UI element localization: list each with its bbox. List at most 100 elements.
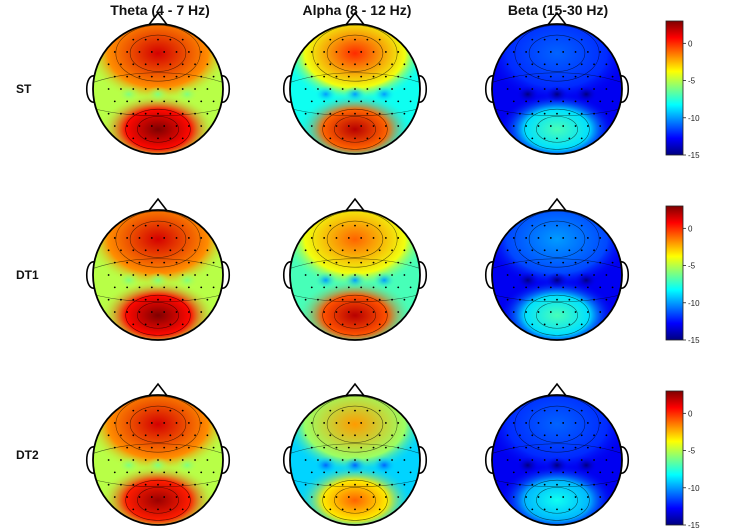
electrode-dot — [310, 100, 313, 103]
electrode-dot — [543, 274, 546, 276]
electrode-dot — [562, 100, 565, 103]
electrode-dot — [304, 249, 307, 252]
electrode-dot — [531, 274, 534, 276]
electrode-dot — [391, 112, 393, 115]
column-title-theta: Theta (4 - 7 Hz) — [110, 2, 210, 18]
nose-outline — [546, 382, 568, 398]
electrode-dot — [126, 100, 129, 103]
electrode-dot — [366, 38, 369, 41]
electrode-dot — [150, 75, 153, 78]
electrode-dot — [304, 274, 307, 276]
electrode-dot — [206, 112, 209, 115]
electrode-dot — [562, 51, 565, 53]
right-ear-outline — [417, 446, 428, 474]
topomap-st-alpha — [282, 11, 428, 155]
electrode-dot — [113, 261, 116, 264]
electrode-dot — [568, 323, 571, 326]
electrode-dot — [317, 434, 319, 437]
electrode-dot — [549, 496, 552, 498]
nose-outline — [344, 382, 366, 398]
contour-line — [334, 116, 376, 143]
electrode-dot — [126, 261, 129, 264]
electrode-dot — [163, 286, 166, 289]
electrode-dot — [397, 422, 400, 424]
electrode-dot — [304, 483, 307, 486]
electrode-dot — [586, 51, 589, 53]
central-peak — [343, 271, 367, 289]
electrode-dot — [347, 496, 350, 498]
electrode-dot — [397, 286, 400, 289]
electrode-dot — [574, 311, 577, 313]
electrode-dot — [580, 249, 583, 252]
electrode-dot — [317, 459, 319, 461]
electrode-dot — [384, 75, 387, 78]
electrode-dot — [150, 311, 153, 313]
row-label-st: ST — [16, 82, 32, 96]
electrode-dot — [144, 274, 147, 276]
electrode-dot — [347, 311, 350, 313]
electrode-dot — [568, 38, 571, 41]
central-peak — [343, 85, 367, 103]
electrode-dot — [531, 88, 534, 90]
electrode-dot — [329, 38, 332, 41]
electrode-dot — [384, 471, 387, 474]
electrode-dot — [593, 63, 595, 66]
electrode-dot — [384, 496, 387, 498]
electrode-dot — [329, 137, 332, 140]
electrode-dot — [163, 261, 166, 264]
electrode-dot — [335, 422, 338, 424]
electrode-dot — [519, 249, 521, 252]
electrode-dot — [549, 286, 552, 289]
electrode-dot — [157, 112, 159, 115]
electrode-dot — [543, 459, 546, 461]
contour-line — [93, 108, 223, 117]
electrode-dot — [329, 249, 332, 252]
electrode-dot — [599, 471, 602, 474]
contour-line — [322, 479, 388, 521]
electrode-dot — [531, 249, 534, 252]
contour-line — [514, 211, 600, 268]
electrode-dot — [169, 323, 172, 326]
contour-line — [536, 302, 578, 329]
electrode-dot — [354, 298, 356, 301]
electrode-dot — [366, 483, 369, 486]
electrode-dot — [157, 274, 159, 276]
electrode-dot — [354, 483, 356, 486]
electrode-dot — [543, 323, 546, 326]
electrode-dot — [605, 459, 608, 461]
electrode-dot — [397, 100, 400, 103]
electrode-dot — [157, 298, 159, 301]
electrode-dot — [574, 261, 577, 264]
electrode-dot — [512, 471, 515, 474]
left-ear-outline — [282, 261, 293, 289]
central-peak — [176, 85, 199, 103]
electrode-dot — [138, 496, 141, 498]
electrode-dot — [187, 75, 190, 78]
contour-line — [137, 116, 179, 143]
electrode-dot — [323, 446, 326, 449]
electrode-dot — [599, 286, 602, 289]
electrode-dot — [323, 237, 326, 239]
electrode-dot — [113, 471, 116, 474]
electrode-dot — [519, 63, 521, 66]
electrode-dot — [341, 88, 344, 90]
electrode-dot — [611, 446, 614, 449]
electrode-dot — [335, 446, 338, 449]
electrode-dot — [360, 286, 363, 289]
electrode-dot — [506, 112, 509, 115]
contour-line — [524, 294, 590, 336]
electrode-dot — [397, 75, 400, 78]
electrode-dot — [138, 237, 141, 239]
electrode-dot — [157, 88, 159, 90]
right-ear-outline — [220, 261, 231, 289]
electrode-dot — [181, 63, 184, 66]
electrode-dot — [512, 237, 515, 239]
electrode-dot — [378, 249, 381, 252]
electrode-dot — [403, 63, 406, 66]
electrode-dot — [132, 63, 135, 66]
nose-outline — [147, 382, 169, 398]
electrode-dot — [378, 274, 381, 276]
contour-line — [290, 72, 420, 83]
electrode-dot — [169, 38, 172, 41]
electrode-dot — [403, 88, 406, 90]
